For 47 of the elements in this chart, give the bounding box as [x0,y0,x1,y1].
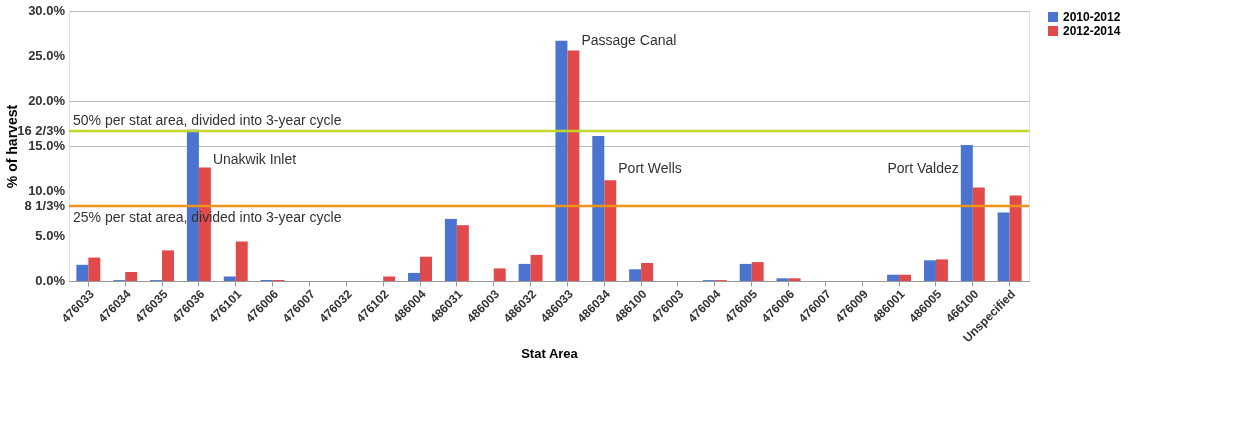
annotation: Unakwik Inlet [212,150,297,167]
bar [456,225,469,281]
bar [997,212,1010,281]
bar [788,278,801,281]
bar [604,180,617,281]
bar [567,50,580,281]
y-tick-label: 8 1/3% [24,198,66,213]
bar [923,260,936,281]
bar [751,262,764,281]
bar [776,278,789,281]
bar [935,259,948,281]
x-axis-title: Stat Area [521,346,579,362]
legend-label: 2012-2014 [1063,24,1121,38]
legend-label: 2010-2012 [1063,10,1121,24]
bar [555,40,568,281]
y-tick-label: 25.0% [28,48,66,63]
annotation: Passage Canal [581,31,677,48]
bar [420,256,432,281]
annotation: Port Wells [618,160,682,177]
bar [641,263,654,281]
bar [125,272,138,281]
bar [1009,195,1022,281]
bar [887,274,900,281]
y-tick-label: 5.0% [35,228,66,243]
y-tick-label: 10.0% [28,183,66,198]
bar [444,218,457,281]
bar [235,241,248,281]
y-tick-label: 15.0% [28,138,66,153]
ref-line-label: 50% per stat area, divided into 3-year cycle [73,112,342,128]
bar [76,264,89,281]
bar [592,136,605,281]
annotation: Port Valdez [887,160,959,177]
bar [88,257,101,281]
bar [972,187,985,281]
bar [518,263,531,281]
y-tick-label: 0.0% [35,273,66,288]
y-tick-label: 30.0% [28,3,66,18]
bar [530,254,543,281]
bar [162,250,175,281]
bar [408,272,421,281]
bar [739,263,752,281]
y-tick-label: 20.0% [28,93,66,108]
bar [629,269,642,281]
bar [960,145,973,281]
y-tick-label: 16 2/3% [17,123,66,138]
bar [493,268,506,281]
bar [899,274,912,281]
